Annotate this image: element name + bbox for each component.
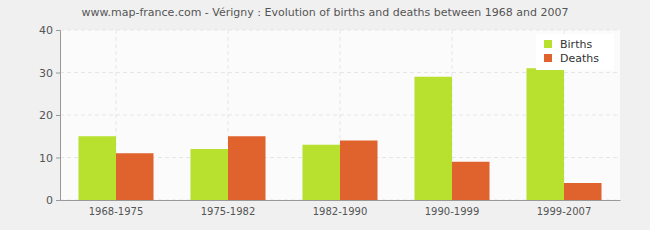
title: www.map-france.com - Vérigny : Evolution… [82, 6, 569, 19]
tick-mark [56, 73, 60, 74]
tick-label: 1982-1990 [313, 206, 368, 217]
tick: 1982-1990 [313, 206, 368, 217]
bar [414, 77, 452, 200]
bar [78, 136, 116, 200]
tick: 20 [39, 109, 60, 122]
x-axis: 1968-1975 1975-1982 1982-1990 1990-1999 1999… [61, 201, 621, 218]
tick-label: 0 [46, 194, 53, 207]
bar [190, 149, 228, 200]
bar [228, 136, 266, 200]
tick: 40 [39, 24, 60, 37]
axis-line [56, 31, 61, 201]
tick-label: 20 [39, 109, 53, 122]
axis-line [61, 200, 621, 201]
bar [340, 141, 378, 201]
tick-label: 10 [39, 152, 53, 165]
bar [526, 68, 564, 200]
legend-item: Deaths [544, 52, 599, 65]
tick-label: 1999-2007 [537, 206, 592, 217]
tick-label: 30 [39, 67, 53, 80]
bar [302, 145, 340, 200]
tick-label: 1990-1999 [425, 206, 480, 217]
tick-label: 1975-1982 [201, 206, 256, 217]
tick-mark [56, 200, 60, 201]
legend-box [536, 34, 614, 70]
tick: 10 [39, 152, 60, 165]
bar [564, 183, 602, 200]
legend: BirthsDeaths [536, 34, 614, 70]
legend-item: Births [544, 38, 592, 51]
legend-label: Deaths [560, 52, 599, 65]
tick: 1990-1999 [425, 206, 480, 217]
tick: 1968-1975 [89, 206, 144, 217]
plot: 0 10 20 30 40 1968-1975 1975-1982 1982-1990 1990… [39, 24, 621, 217]
tick: 30 [39, 67, 60, 80]
legend-swatch [544, 40, 552, 48]
tick-label: 40 [39, 24, 53, 37]
bar [452, 162, 490, 200]
tick-mark [56, 30, 60, 31]
grid [60, 30, 620, 200]
tick-mark [56, 115, 60, 116]
y-axis: 0 10 20 30 40 [39, 24, 61, 207]
bars [78, 68, 601, 200]
grid [116, 30, 564, 200]
legend-label: Births [560, 38, 592, 51]
tick: 0 [46, 194, 60, 207]
bar [116, 153, 154, 200]
chart: www.map-france.com - Vérigny : Evolution… [0, 0, 650, 230]
tick-mark [56, 158, 60, 159]
plot-background [60, 30, 620, 200]
background [0, 0, 650, 230]
tick: 1975-1982 [201, 206, 256, 217]
tick: 1999-2007 [537, 206, 592, 217]
tick-label: 1968-1975 [89, 206, 144, 217]
legend-swatch [544, 54, 552, 62]
